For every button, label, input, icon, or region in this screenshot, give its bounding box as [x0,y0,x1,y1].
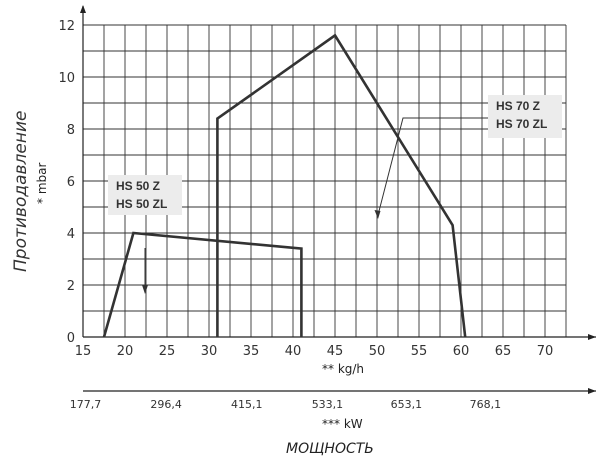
leader-line-2 [377,117,488,216]
leader-arrowhead-2 [374,210,381,219]
kw-axis-arrowhead [588,388,596,394]
y-tick-label: 6 [67,175,75,190]
series-line-2 [216,33,467,338]
x-tick-label: 55 [411,344,428,359]
kw-tick-label: 177,7 [70,398,102,411]
series-lines [102,33,467,338]
x-axis-arrowhead [588,334,596,340]
y-axis-arrowhead [80,5,86,13]
x-axis-title: МОЩНОСТЬ [286,441,374,457]
x-tick-label: 15 [75,344,92,359]
kw-tick-label: 768,1 [470,398,502,411]
series-label-text: HS 50 Z [116,179,160,193]
x-tick-labels: 15 20 25 30 35 40 45 50 55 60 65 70 [75,344,554,359]
x-tick-label: 40 [285,344,302,359]
series-label-box-2 [488,95,562,138]
kw-tick-labels: 177,7 296,4 415,1 533,1 653,1 768,1 [70,398,501,411]
x-tick-label: 65 [495,344,512,359]
y-tick-label: 2 [67,279,75,294]
x-tick-label: 35 [243,344,260,359]
x-tick-label: 70 [537,344,554,359]
series-label-text: HS 70 Z [496,99,540,113]
axes [80,5,596,394]
y-tick-label: 10 [58,71,75,86]
leader-arrowhead-1 [142,285,148,294]
y-tick-labels: 0 2 4 6 8 10 12 [58,19,75,346]
x-axis-unit: ** kg/h [322,362,364,376]
y-tick-label: 12 [58,19,75,34]
y-tick-label: 0 [67,331,75,346]
x-tick-label: 45 [327,344,344,359]
kw-tick-label: 533,1 [312,398,344,411]
series-label-text: HS 50 ZL [116,197,167,211]
series-label-text: HS 70 ZL [496,117,547,131]
x2-axis-unit: *** kW [322,417,363,431]
x-tick-label: 30 [201,344,218,359]
kw-tick-label: 415,1 [231,398,263,411]
x-tick-label: 50 [369,344,386,359]
kw-tick-label: 296,4 [150,398,182,411]
y-axis-label: Противодавление [11,111,31,272]
x-tick-label: 20 [117,344,134,359]
x-tick-label: 60 [453,344,470,359]
y-tick-label: 8 [67,123,75,138]
series-label-box-1 [108,175,182,215]
kw-tick-label: 653,1 [391,398,423,411]
y-axis-unit: * mbar [35,163,49,204]
x-tick-label: 25 [159,344,176,359]
grid [83,24,567,337]
y-tick-label: 4 [67,227,75,242]
series-annotations: HS 50 Z HS 50 ZL HS 70 Z HS 70 ZL [108,95,562,294]
